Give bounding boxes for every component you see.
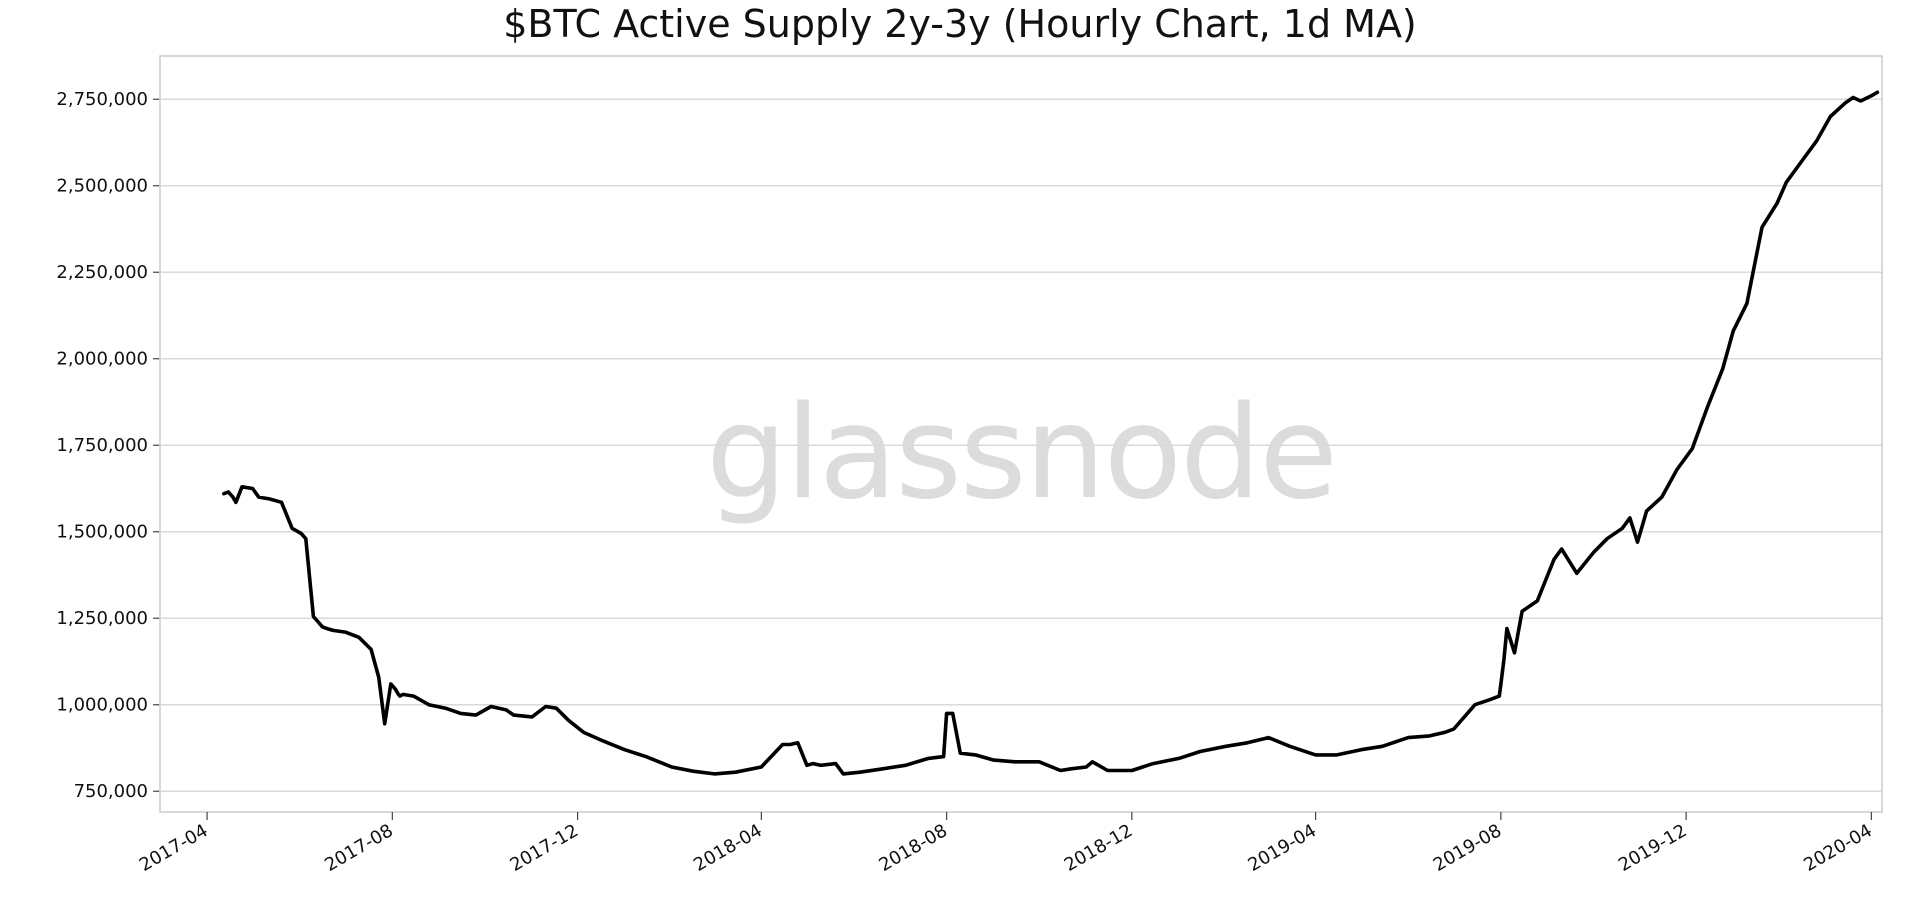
y-tick-label: 2,750,000: [56, 89, 148, 110]
x-tick-label: 2018-08: [875, 820, 951, 876]
x-tick-label: 2018-12: [1061, 820, 1137, 876]
x-tick-label: 2018-04: [690, 820, 766, 876]
y-tick-label: 2,250,000: [56, 262, 148, 283]
plot-frame: [159, 55, 1883, 813]
x-tick-label: 2019-12: [1615, 820, 1691, 876]
y-tick-label: 2,500,000: [56, 176, 148, 197]
y-tick-label: 1,000,000: [56, 695, 148, 716]
y-tick-label: 2,000,000: [56, 349, 148, 370]
chart-title: $BTC Active Supply 2y-3y (Hourly Chart, …: [503, 2, 1417, 46]
x-tick-label: 2019-04: [1244, 820, 1320, 876]
x-tick-label: 2017-08: [321, 820, 397, 876]
y-tick-label: 1,750,000: [56, 435, 148, 456]
x-tick-label: 2019-08: [1430, 820, 1506, 876]
x-tick-label: 2017-12: [506, 820, 582, 876]
y-tick-label: 1,250,000: [56, 608, 148, 629]
series-line: [222, 90, 1880, 776]
watermark-text: glassnode: [706, 379, 1336, 528]
y-tick-label: 1,500,000: [56, 522, 148, 543]
y-tick-label: 750,000: [74, 781, 148, 802]
x-tick-label: 2020-04: [1800, 820, 1876, 876]
x-tick-label: 2017-04: [136, 820, 212, 876]
